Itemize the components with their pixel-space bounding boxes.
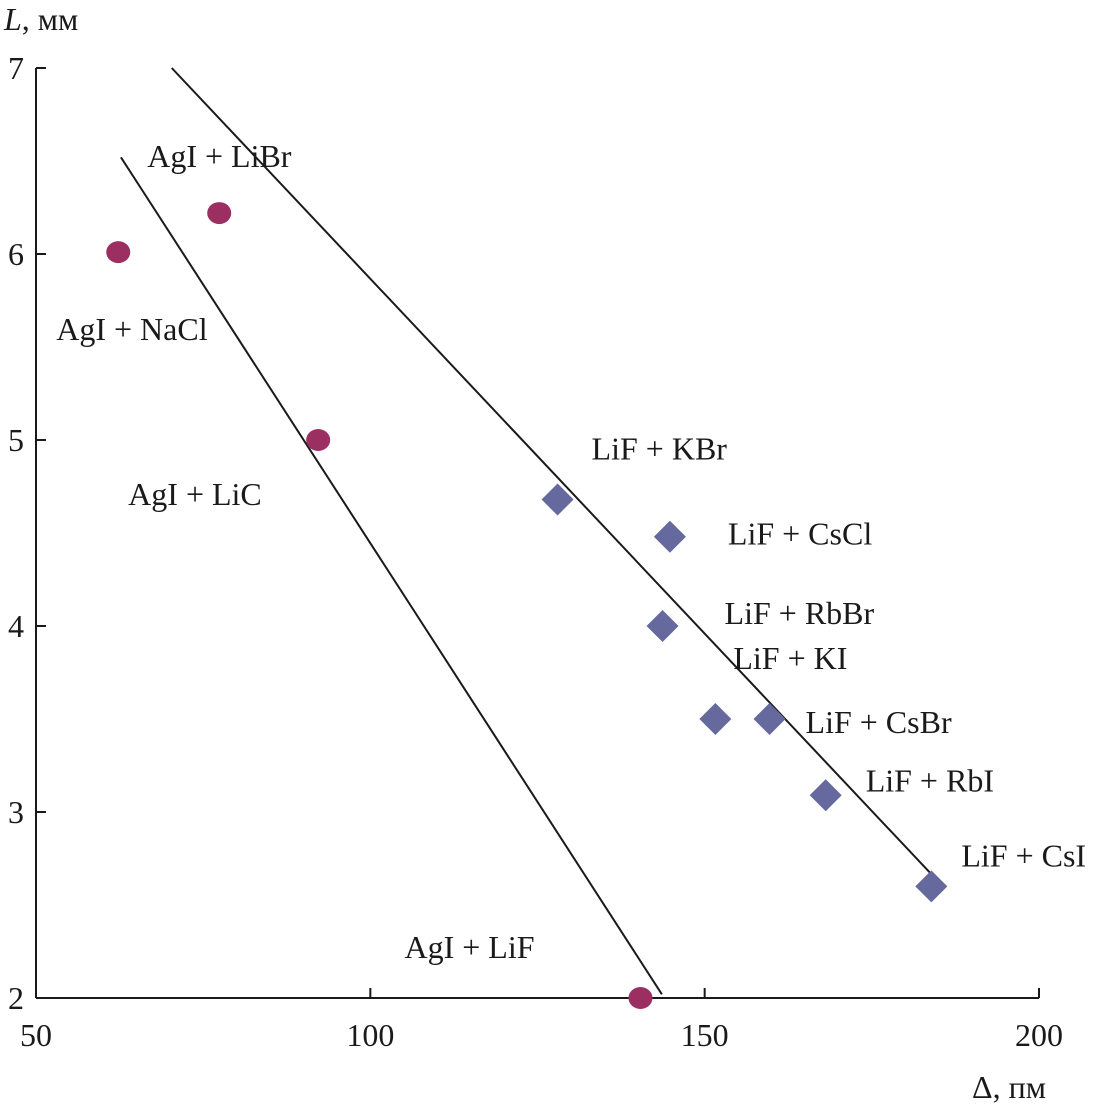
y-tick-label: 4 <box>8 608 24 644</box>
y-axis-label: L, мм <box>3 1 78 37</box>
trendline <box>120 156 663 995</box>
y-tick-label: 2 <box>8 980 24 1016</box>
point-label: AgI + NaCl <box>56 311 207 347</box>
x-tick-label: 200 <box>1015 1017 1063 1053</box>
y-tick-label: 6 <box>8 236 24 272</box>
data-point-diamond <box>646 610 679 642</box>
trendline <box>171 67 941 884</box>
point-label: LiF + RbI <box>866 762 994 798</box>
y-tick-label: 7 <box>8 50 24 86</box>
data-point-diamond <box>699 703 732 735</box>
point-label: LiF + KBr <box>592 431 728 467</box>
point-label: LiF + CsBr <box>806 704 952 740</box>
x-axis-label: Δ, пм <box>972 1069 1046 1105</box>
data-point-circle <box>628 987 653 1009</box>
x-tick-label: 100 <box>346 1017 394 1053</box>
point-label: LiF + CsCl <box>728 516 872 552</box>
point-label: AgI + LiC <box>128 476 262 512</box>
data-point-diamond <box>541 483 574 516</box>
data-point-circle <box>106 241 131 264</box>
y-tick-label: 3 <box>8 794 24 830</box>
x-tick-label: 150 <box>681 1017 729 1053</box>
x-tick-label: 50 <box>20 1017 52 1053</box>
data-point-diamond <box>809 779 842 812</box>
y-tick-label: 5 <box>8 422 24 458</box>
data-point-diamond <box>915 870 948 903</box>
point-label: AgI + LiF <box>404 929 534 965</box>
data-point-diamond <box>753 703 786 735</box>
point-label: AgI + LiBr <box>147 138 292 174</box>
data-point-diamond <box>653 520 686 553</box>
point-label: LiF + KI <box>733 640 847 676</box>
point-label: LiF + CsI <box>961 837 1086 873</box>
data-point-circle <box>306 429 331 451</box>
point-label: LiF + RbBr <box>725 595 875 631</box>
data-point-circle <box>207 202 232 225</box>
